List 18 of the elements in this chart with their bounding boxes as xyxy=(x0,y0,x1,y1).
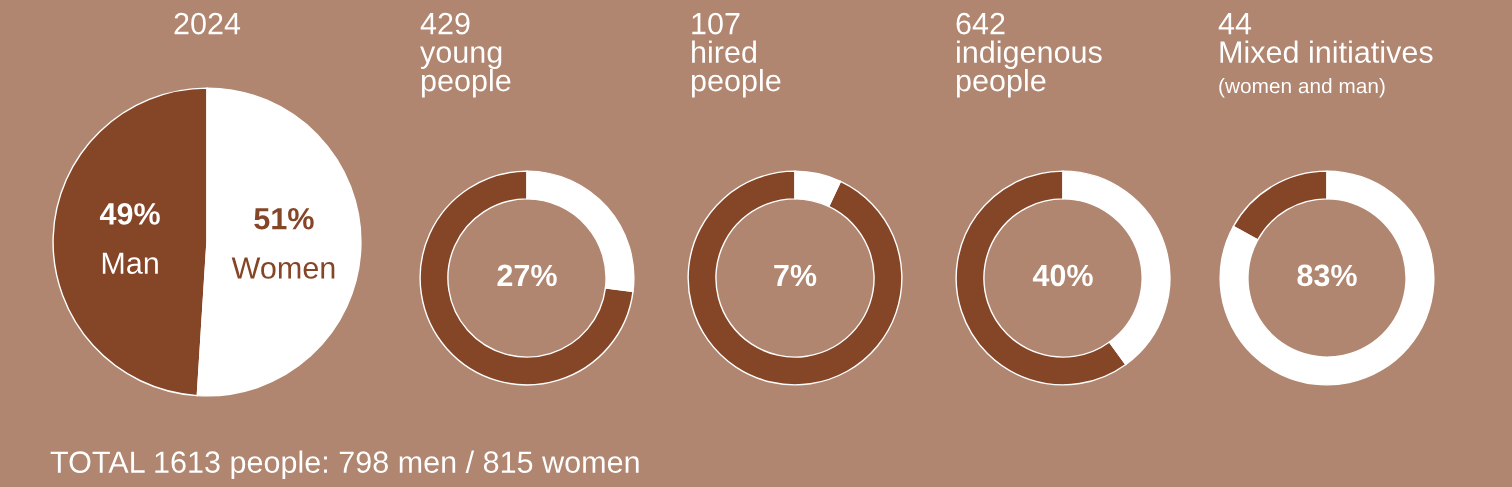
chart-title: 44 Mixed initiatives xyxy=(1218,13,1433,63)
donut-slice xyxy=(419,170,634,386)
chart-subtitle: (women and man) xyxy=(1219,78,1385,98)
chart-title: 107 hired people xyxy=(691,12,781,98)
donut-slice xyxy=(1219,170,1435,386)
chart-title: 642 indigenous people xyxy=(956,12,1102,98)
chart-title: 429 young people xyxy=(420,12,511,98)
data-label: 40% xyxy=(1032,264,1093,287)
data-label: 27% xyxy=(497,264,557,287)
data-label: 51% xyxy=(254,207,314,230)
data-label: 49% xyxy=(99,203,160,225)
slice-label: Man xyxy=(102,252,158,274)
text: TOTAL 1613 people: 798 men / 815 women xyxy=(50,450,639,479)
slice-label: Women xyxy=(231,257,335,279)
donut-slice xyxy=(687,170,903,386)
data-label: 7% xyxy=(774,264,817,287)
chart-title: 2024 xyxy=(174,12,241,35)
data-label: 83% xyxy=(1297,264,1357,287)
